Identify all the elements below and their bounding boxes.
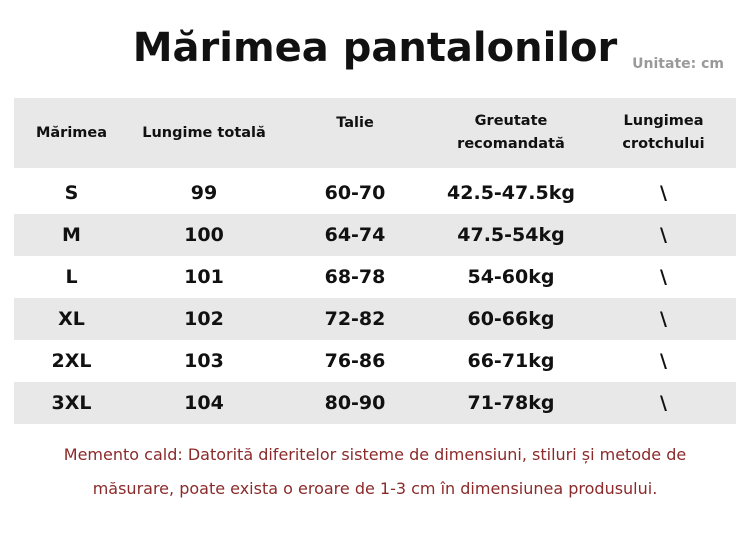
cell-waist: 68-78 <box>324 266 386 288</box>
cell-total-length: 101 <box>184 266 224 288</box>
cell-crotch: \ <box>660 182 667 204</box>
cell-crotch: \ <box>660 392 667 414</box>
cell-weight: 47.5-54kg <box>457 224 565 246</box>
page-title: Mărimea pantalonilor <box>132 25 618 71</box>
cell-waist: 72-82 <box>324 308 386 330</box>
header-size: Mărimea <box>35 124 108 141</box>
cell-crotch: \ <box>660 266 667 288</box>
cell-waist: 60-70 <box>324 182 386 204</box>
cell-waist: 80-90 <box>324 392 386 414</box>
header-recommended-weight: Greutate recomandată <box>457 113 565 152</box>
cell-weight: 66-71kg <box>467 350 555 372</box>
cell-total-length: 103 <box>184 350 224 372</box>
cell-crotch: \ <box>660 308 667 330</box>
cell-total-length: 104 <box>184 392 224 414</box>
cell-weight: 60-66kg <box>467 308 555 330</box>
cell-waist: 64-74 <box>324 224 386 246</box>
cell-total-length: 100 <box>184 224 224 246</box>
table-row: S 99 60-70 42.5-47.5kg \ <box>14 172 736 214</box>
warm-reminder-note: Memento cald: Datorită diferitelor siste… <box>0 438 750 506</box>
cell-waist: 76-86 <box>324 350 386 372</box>
cell-weight: 54-60kg <box>467 266 555 288</box>
cell-size: M <box>62 224 81 246</box>
unit-label: Unitate: cm <box>632 56 724 72</box>
cell-weight: 71-78kg <box>467 392 555 414</box>
header-total-length: Lungime totală <box>142 124 266 141</box>
cell-total-length: 99 <box>190 182 218 204</box>
table-row: L 101 68-78 54-60kg \ <box>14 256 736 298</box>
cell-size: S <box>64 182 79 204</box>
size-table: Mărimea Lungime totală Talie Greutate re… <box>14 98 736 424</box>
cell-size: 2XL <box>51 350 92 372</box>
cell-crotch: \ <box>660 224 667 246</box>
cell-total-length: 102 <box>184 308 224 330</box>
table-row: M 100 64-74 47.5-54kg \ <box>14 214 736 256</box>
cell-size: L <box>65 266 78 288</box>
header-crotch-length: Lungimea crotchului <box>622 113 705 152</box>
table-row: XL 102 72-82 60-66kg \ <box>14 298 736 340</box>
header-waist: Talie <box>336 115 374 131</box>
table-row: 3XL 104 80-90 71-78kg \ <box>14 382 736 424</box>
cell-size: 3XL <box>51 392 92 414</box>
cell-size: XL <box>58 308 85 330</box>
cell-crotch: \ <box>660 350 667 372</box>
cell-weight: 42.5-47.5kg <box>447 182 575 204</box>
note-line-1: Memento cald: Datorită diferitelor siste… <box>63 445 687 464</box>
note-line-2: măsurare, poate exista o eroare de 1-3 c… <box>92 479 658 498</box>
table-header: Mărimea Lungime totală Talie Greutate re… <box>14 98 736 168</box>
table-row: 2XL 103 76-86 66-71kg \ <box>14 340 736 382</box>
